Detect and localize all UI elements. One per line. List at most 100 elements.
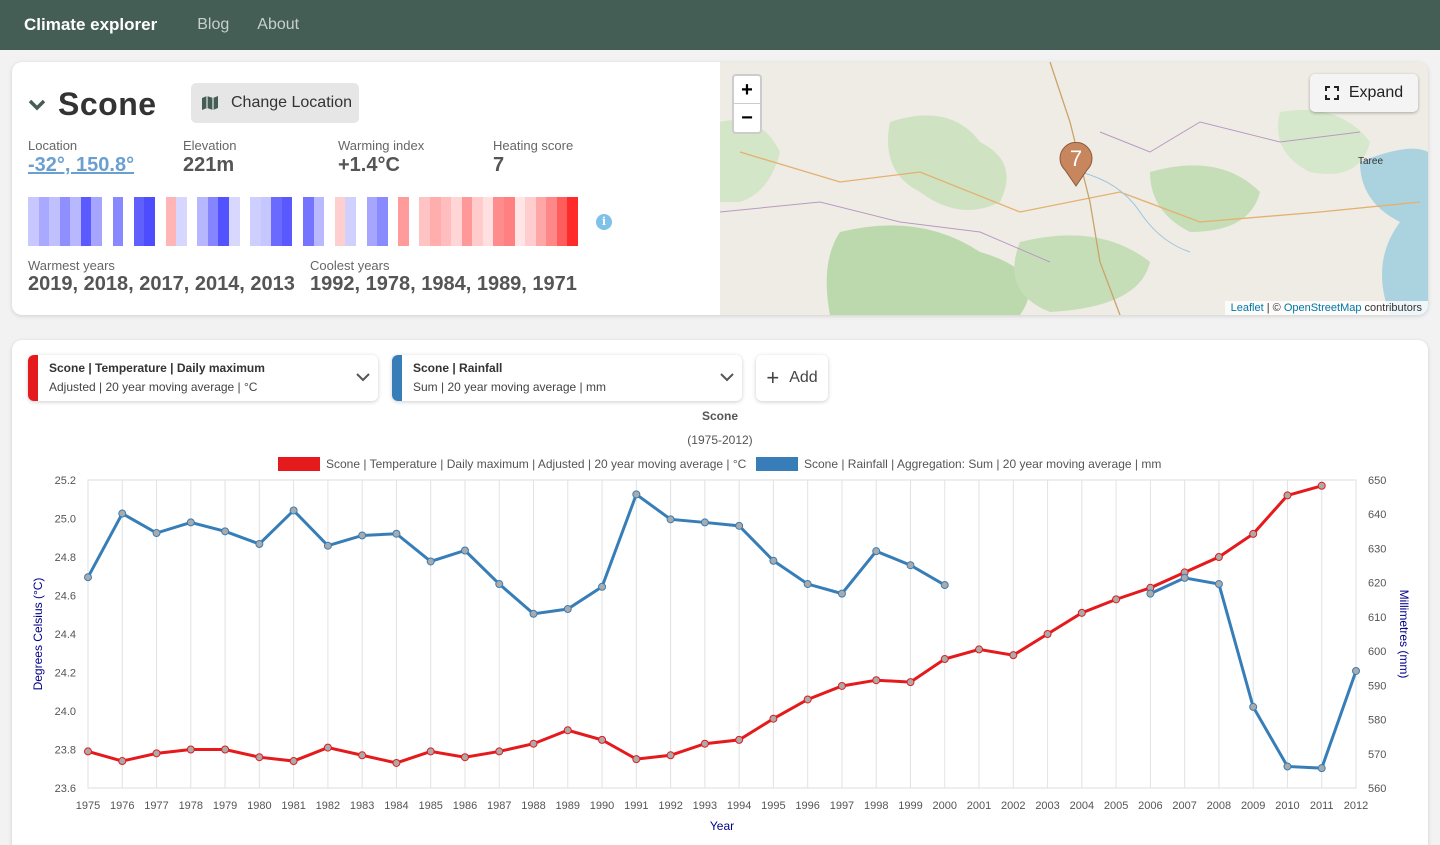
data-point [289, 506, 298, 515]
y-axis-left: 23.6 23.8 24.0 24.2 24.4 24.6 24.8 25.0 25.2 [55, 475, 76, 795]
year-stripe [525, 197, 536, 246]
data-point [1317, 764, 1326, 773]
data-point [906, 561, 915, 570]
year-stripe [165, 197, 177, 246]
chart-subtitle: (1975-2012) [687, 433, 752, 447]
series-selector-rainfall[interactable]: Scone | Rainfall Sum | 20 year moving av… [392, 355, 742, 401]
year-stripe [70, 197, 81, 246]
x-tick-label: 1995 [761, 800, 785, 812]
year-stripe [440, 197, 452, 246]
brand-link[interactable]: Climate explorer [24, 15, 158, 34]
stat-label: Elevation [183, 138, 237, 153]
year-stripe [271, 197, 282, 246]
data-point [666, 515, 675, 524]
nav-link-about[interactable]: About [257, 16, 300, 33]
year-stripe [154, 197, 166, 246]
warmest-years-label: Warmest years [28, 258, 115, 273]
year-stripe [28, 197, 39, 246]
x-tick-label: 2001 [967, 800, 991, 812]
y-right-tick-label: 650 [1368, 475, 1386, 487]
data-point [872, 547, 881, 556]
data-point [1317, 481, 1326, 490]
data-point [598, 735, 607, 744]
data-point [1214, 553, 1223, 561]
stat-value: 221m [183, 154, 235, 176]
leaflet-link[interactable]: Leaflet [1230, 302, 1264, 314]
stat-label: Heating score [493, 138, 574, 153]
chevron-down-icon [356, 373, 370, 382]
year-stripe [49, 197, 60, 246]
data-point [666, 751, 675, 760]
data-point [392, 529, 401, 538]
stat-label: Location [28, 138, 78, 153]
year-stripe [355, 197, 367, 246]
data-point [186, 518, 195, 527]
data-point [803, 695, 812, 704]
x-tick-label: 1990 [590, 800, 614, 812]
data-point [598, 582, 607, 591]
year-stripe [546, 197, 557, 246]
osm-link[interactable]: OpenStreetMap [1283, 302, 1362, 314]
cluster-marker[interactable]: 7 [1057, 142, 1095, 188]
year-stripe [292, 197, 304, 246]
coordinates-link[interactable]: -32°, 150.8° [28, 154, 135, 176]
year-stripe [281, 197, 293, 246]
map-icon [202, 96, 218, 110]
data-point [323, 541, 332, 550]
location-map[interactable]: 7 Taree + − Expand Leaflet | © OpenStree… [720, 62, 1428, 315]
x-tick-label: 1982 [316, 800, 340, 812]
x-tick-label: 1981 [281, 800, 305, 812]
y-right-tick-label: 610 [1368, 612, 1386, 624]
attribution-separator: | © [1263, 302, 1284, 314]
year-stripe [176, 197, 187, 246]
y-left-tick-label: 24.8 [55, 552, 76, 564]
data-point [118, 509, 127, 518]
chevron-down-icon[interactable] [28, 96, 46, 114]
year-stripe [38, 197, 50, 246]
data-point [426, 747, 435, 756]
location-card: Scone Change Location Location -32°, 150… [12, 62, 1428, 315]
x-tick-label: 2012 [1344, 800, 1368, 812]
chart-card: Scone | Temperature | Daily maximum Adju… [12, 340, 1428, 845]
stat-warming-index: Warming index +1.4°C [338, 138, 424, 177]
expand-icon [1324, 86, 1339, 100]
data-point [460, 546, 469, 555]
year-stripe [472, 197, 483, 246]
stat-heating-score: Heating score 7 [493, 138, 573, 177]
zoom-out-button[interactable]: − [741, 107, 753, 129]
info-icon[interactable]: i [596, 214, 612, 230]
change-location-button[interactable]: Change Location [191, 83, 359, 123]
data-point [529, 739, 538, 748]
year-stripe [186, 197, 198, 246]
data-point [906, 678, 915, 687]
x-tick-label: 1986 [453, 800, 477, 812]
year-stripe [144, 197, 155, 246]
data-point [118, 757, 127, 766]
y-right-tick-label: 590 [1368, 680, 1386, 692]
expand-map-button[interactable]: Expand [1310, 74, 1418, 112]
series-selector-temperature[interactable]: Scone | Temperature | Daily maximum Adju… [28, 355, 378, 401]
year-stripe [334, 197, 346, 246]
data-point [358, 751, 367, 760]
data-point [1112, 595, 1121, 604]
zoom-in-button[interactable]: + [734, 76, 760, 104]
year-stripe [123, 197, 134, 246]
year-stripe [112, 197, 124, 246]
data-point [221, 745, 230, 754]
data-point [837, 589, 846, 598]
data-point [1009, 651, 1018, 660]
map-attribution: Leaflet | © OpenStreetMap contributors [1224, 301, 1428, 315]
data-point [700, 518, 709, 527]
y-axis-right: 560 570 580 590 600 610 620 630 640 650 [1368, 475, 1386, 795]
chevron-down-icon [720, 373, 734, 382]
year-stripe [556, 197, 568, 246]
data-point [1180, 573, 1189, 582]
year-stripe [102, 197, 113, 246]
x-tick-label: 2011 [1310, 800, 1334, 812]
add-series-button[interactable]: + Add [756, 355, 828, 401]
coolest-years: Coolest years 1992, 1978, 1984, 1989, 19… [310, 258, 577, 296]
year-stripe [567, 197, 579, 246]
data-point [152, 529, 161, 538]
nav-link-blog[interactable]: Blog [197, 16, 230, 33]
warmest-years: Warmest years 2019, 2018, 2017, 2014, 20… [28, 258, 295, 296]
